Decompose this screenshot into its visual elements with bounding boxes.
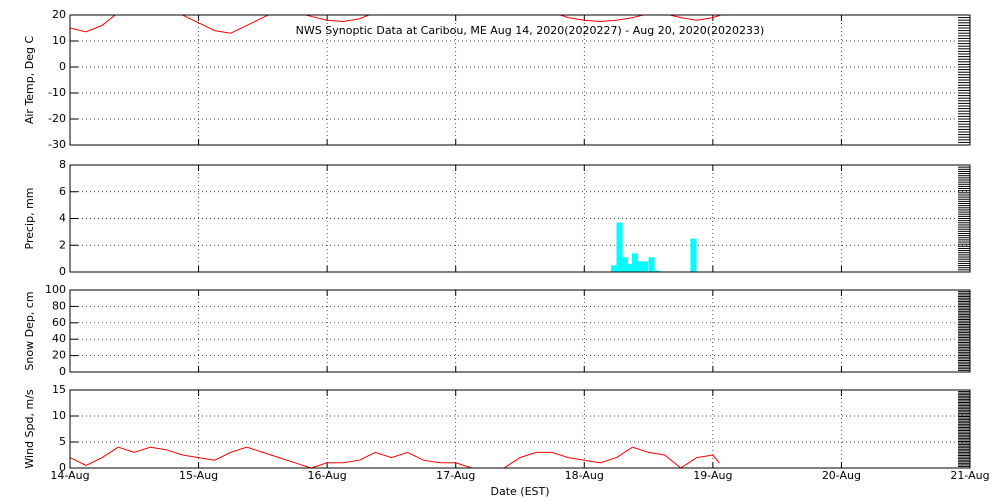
x-tick-label: 20-Aug	[822, 469, 861, 482]
y-tick-label: -20	[48, 112, 66, 125]
bar	[622, 257, 629, 272]
x-tick-label: 18-Aug	[565, 469, 604, 482]
y-tick-label: 5	[59, 435, 66, 448]
y-tick-label: 100	[45, 283, 66, 296]
y-tick-label: 0	[59, 60, 66, 73]
bar	[648, 257, 655, 272]
bar	[610, 265, 617, 272]
x-axis-label: Date (EST)	[490, 485, 549, 498]
data-line	[70, 446, 720, 468]
panel: 0 20 40 60 80 100 Snow Dep, cm	[23, 283, 971, 378]
x-tick-label: 14-Aug	[50, 469, 89, 482]
chart-title: NWS Synoptic Data at Caribou, ME Aug 14,…	[296, 24, 765, 37]
bar	[654, 270, 661, 272]
y-tick-label: 6	[59, 185, 66, 198]
y-tick-label: 20	[52, 8, 66, 21]
y-axis-label: Snow Dep, cm	[23, 291, 36, 370]
x-tick-label: 19-Aug	[693, 469, 732, 482]
plot-frame	[69, 14, 971, 146]
y-axis-label: Wind Spd, m/s	[23, 389, 36, 469]
y-axis-label: Precip, mm	[23, 188, 36, 250]
plot-frame	[69, 164, 971, 273]
y-tick-label: -10	[48, 86, 66, 99]
bar	[616, 222, 623, 272]
bar	[631, 253, 638, 272]
y-tick-label: 2	[59, 238, 66, 251]
y-tick-label: 15	[52, 383, 66, 396]
x-tick-label: 16-Aug	[308, 469, 347, 482]
panel: 0 5 10 15 Wind Spd, m/s 14-Aug 15-Aug 16-Aug 17-…	[23, 383, 990, 498]
x-tick-label: 21-Aug	[950, 469, 989, 482]
y-tick-label: 0	[59, 461, 66, 474]
bar	[641, 261, 648, 272]
y-tick-label: 80	[52, 299, 66, 312]
panel: 0 2 4 6 8 Precip, mm	[23, 158, 971, 278]
y-tick-label: 0	[59, 365, 66, 378]
y-tick-label: 0	[59, 265, 66, 278]
y-tick-label: 10	[52, 34, 66, 47]
y-tick-label: 60	[52, 316, 66, 329]
y-tick-label: -30	[48, 138, 66, 151]
bar	[690, 238, 697, 272]
y-tick-label: 4	[59, 212, 66, 225]
y-tick-label: 8	[59, 158, 66, 171]
y-tick-label: 10	[52, 409, 66, 422]
y-axis-label: Air Temp, Deg C	[23, 36, 36, 125]
bar	[636, 261, 643, 272]
plot-frame	[69, 289, 971, 373]
x-tick-label: 17-Aug	[436, 469, 475, 482]
y-tick-label: 40	[52, 332, 66, 345]
data-line	[70, 15, 723, 34]
y-tick-label: 20	[52, 349, 66, 362]
bar	[626, 263, 633, 272]
plot-frame	[69, 389, 971, 469]
x-tick-label: 15-Aug	[179, 469, 218, 482]
panel: -30 -20 -10 0 10 20 Air Temp, Deg C NWS Synopti…	[23, 8, 971, 151]
